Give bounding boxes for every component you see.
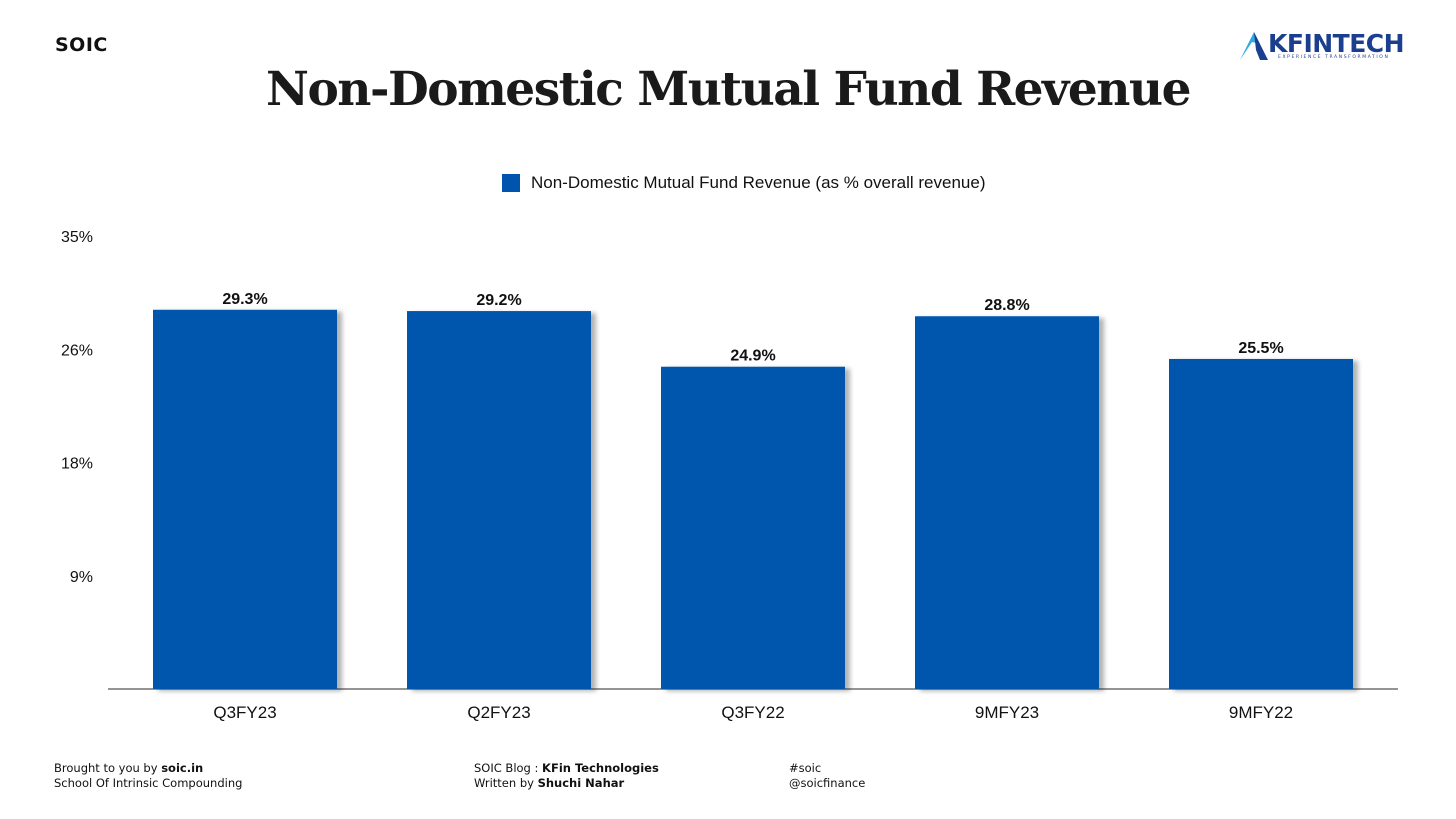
footer-blog-prefix: SOIC Blog : [474, 761, 543, 775]
data-label: 25.5% [1238, 340, 1283, 357]
footer-author: Shuchi Nahar [537, 776, 625, 790]
footer-blog: SOIC Blog : KFin Technologies Written by… [474, 761, 659, 791]
y-tick-label: 9% [70, 569, 93, 586]
data-label: 28.8% [984, 297, 1029, 314]
x-tick-label: Q3FY23 [213, 703, 276, 722]
legend-swatch [502, 174, 520, 192]
x-tick-label: 9MFY23 [975, 703, 1039, 722]
bar-9mfy23 [915, 316, 1099, 689]
footer-brought-prefix: Brought to you by [54, 761, 162, 775]
y-tick-label: 26% [61, 342, 93, 359]
logo-text: KFINTECH [1268, 29, 1405, 58]
x-tick-label: Q3FY22 [721, 703, 784, 722]
x-tick-label: Q2FY23 [467, 703, 530, 722]
y-tick-label: 35% [61, 229, 93, 246]
data-label: 29.2% [476, 292, 521, 309]
y-tick-label: 18% [61, 456, 93, 473]
brand-name: SOIC [55, 34, 108, 56]
kfintech-logo: KFINTECH EXPERIENCE TRANSFORMATION [1238, 28, 1405, 68]
footer-school: School Of Intrinsic Compounding [54, 776, 243, 790]
logo-tagline: EXPERIENCE TRANSFORMATION [1278, 55, 1390, 60]
footer-hashtag: #soic [789, 761, 822, 775]
legend-label: Non-Domestic Mutual Fund Revenue (as % o… [531, 173, 986, 192]
chart-title: Non-Domestic Mutual Fund Revenue [265, 62, 1192, 117]
bar-q3fy22 [661, 366, 845, 689]
x-tick-label: 9MFY22 [1229, 703, 1293, 722]
bar-q2fy23 [407, 311, 591, 689]
data-label: 29.3% [222, 291, 267, 308]
footer-site-link[interactable]: soic.in [161, 761, 204, 775]
footer-social: #soic @soicfinance [789, 761, 865, 791]
data-label: 24.9% [730, 348, 775, 365]
footer-handle: @soicfinance [789, 776, 866, 790]
footer-credit: Brought to you by soic.in School Of Intr… [54, 761, 242, 791]
kfintech-logo-mark-icon [1240, 32, 1268, 60]
footer-written-prefix: Written by [474, 776, 538, 790]
bar-9mfy22 [1169, 358, 1353, 689]
bar-q3fy23 [153, 309, 337, 689]
footer-blog-name: KFin Technologies [542, 761, 659, 775]
chart-legend: Non-Domestic Mutual Fund Revenue (as % o… [502, 173, 985, 193]
